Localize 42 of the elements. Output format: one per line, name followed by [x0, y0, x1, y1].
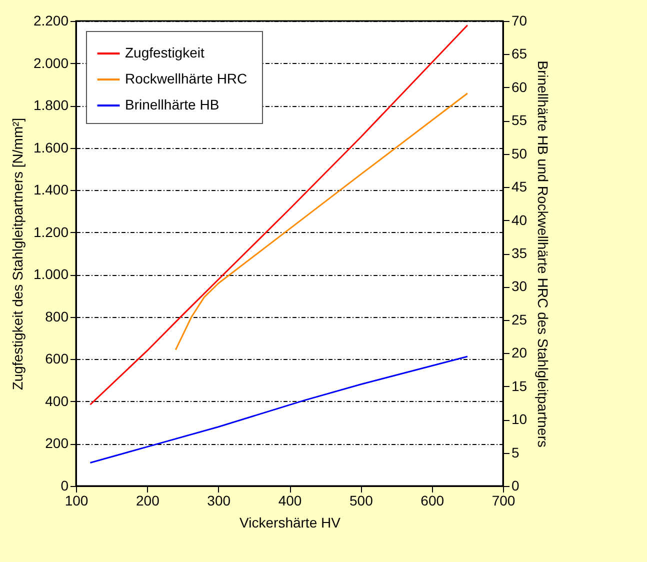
y-tick-label: 2.200 — [33, 12, 69, 28]
x-tick-label: 600 — [420, 492, 444, 508]
x-tick-label: 300 — [207, 492, 231, 508]
y2-tick-label: 40 — [512, 212, 528, 228]
y-tick-label: 200 — [45, 435, 69, 452]
legend-label: Rockwellhärte HRC — [125, 70, 248, 86]
y-axis-title: Zugfestigkeit des Stahlgleitpartners [N/mm²] — [9, 118, 26, 390]
x-axis-title: Vickershärte HV — [240, 514, 342, 530]
y2-tick-label: 70 — [512, 12, 528, 28]
y-tick-label: 2.000 — [33, 54, 69, 71]
x-tick-label: 400 — [278, 492, 302, 508]
y-tick-label: 1.000 — [33, 266, 69, 282]
y-tick-label: 1.800 — [33, 97, 69, 114]
y2-tick-label: 55 — [512, 112, 528, 128]
y2-tick-label: 0 — [512, 478, 520, 494]
y-tick-label: 1.400 — [33, 182, 69, 198]
y2-tick-label: 60 — [512, 78, 528, 95]
y2-axis-title: Brinellhärte HB und Rockwellhärte HRC des Stahlgleitpartners — [535, 60, 552, 448]
legend-label: Zugfestigkeit — [125, 44, 204, 60]
x-tick-label: 200 — [136, 492, 160, 508]
y-tick-label: 800 — [45, 308, 69, 324]
x-tick-label: 100 — [64, 492, 88, 508]
y2-tick-label: 50 — [512, 145, 528, 162]
x-tick-label: 700 — [492, 492, 516, 508]
y2-tick-label: 35 — [512, 245, 528, 261]
y2-tick-label: 25 — [512, 311, 528, 328]
y2-tick-label: 20 — [512, 344, 528, 361]
y2-tick-label: 10 — [512, 411, 528, 428]
x-tick-label: 500 — [349, 492, 374, 508]
y-tick-label: 1.200 — [33, 224, 69, 240]
y2-tick-label: 45 — [512, 178, 528, 195]
y-tick-label: 600 — [45, 350, 69, 367]
y-tick-label: 1.600 — [33, 139, 69, 156]
line-series — [89, 356, 468, 464]
line-series — [89, 24, 468, 406]
y2-tick-label: 15 — [512, 378, 528, 394]
legend-label: Brinellhärte HB — [125, 96, 220, 112]
y-tick-label: 400 — [45, 392, 69, 409]
y2-tick-label: 5 — [512, 444, 520, 460]
y2-tick-label: 65 — [512, 46, 528, 62]
y2-tick-label: 30 — [512, 278, 528, 294]
y-tick-label: 0 — [60, 478, 69, 494]
